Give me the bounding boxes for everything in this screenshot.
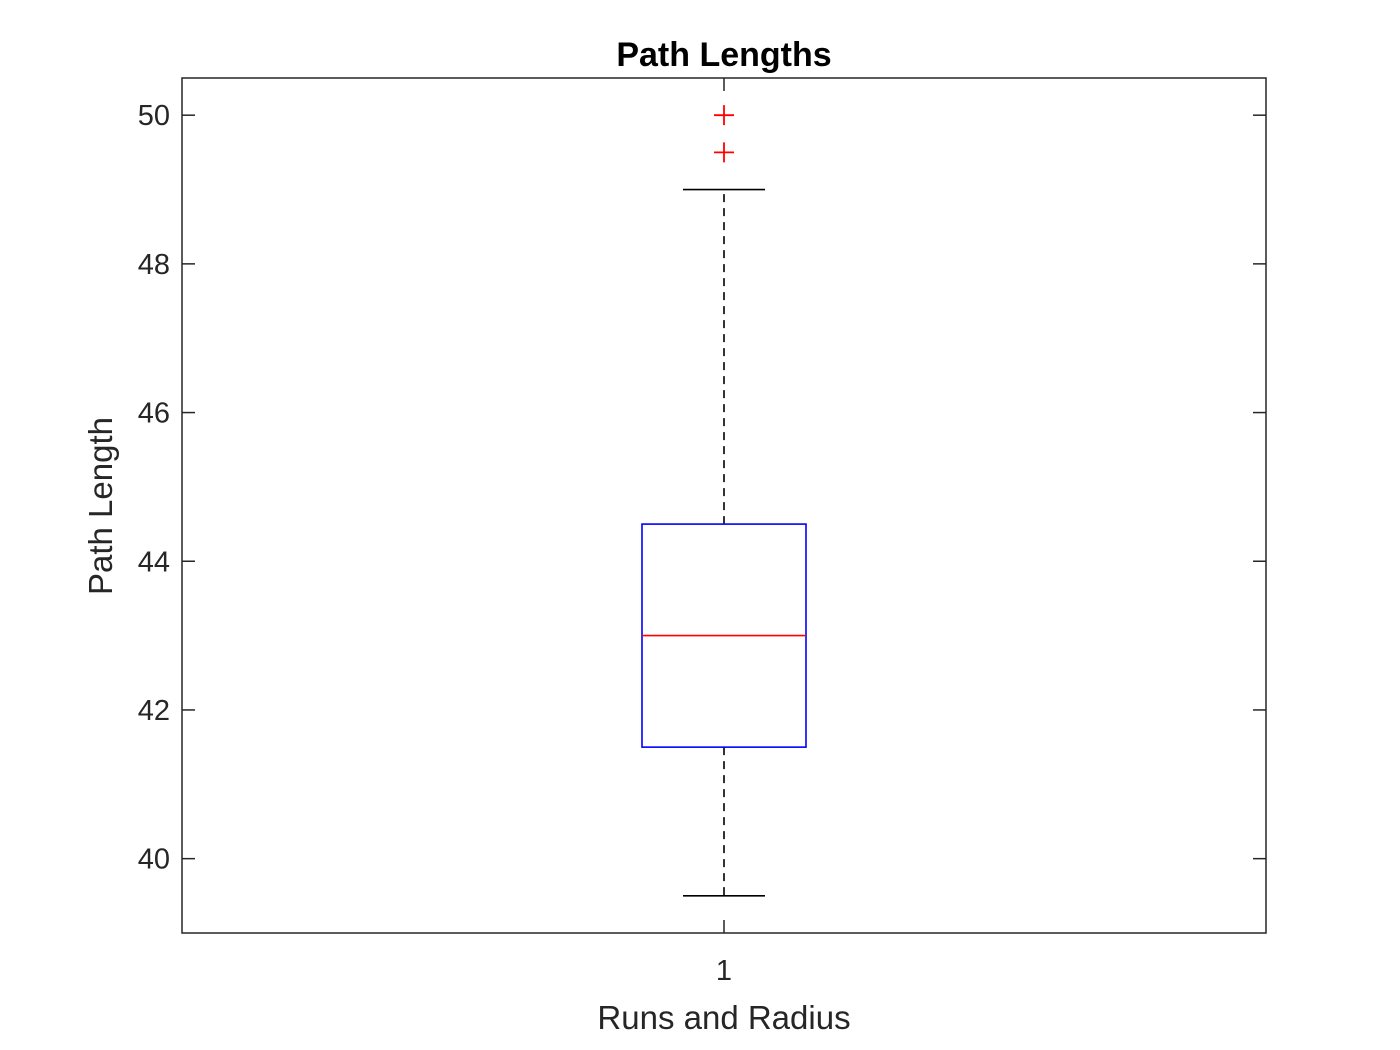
x-axis-ticks: 1 xyxy=(716,78,732,987)
y-tick-label: 44 xyxy=(138,546,170,578)
y-tick-label: 46 xyxy=(138,398,170,430)
x-tick-label: 1 xyxy=(716,955,732,987)
outlier-marker xyxy=(714,105,734,126)
y-axis-label: Path Length xyxy=(82,417,119,595)
y-tick-label: 48 xyxy=(138,249,170,281)
y-tick-label: 40 xyxy=(138,844,170,876)
y-tick-label: 42 xyxy=(138,695,170,727)
y-axis-ticks: 40 42 44 46 48 50 xyxy=(138,100,1266,876)
box-plot-marks xyxy=(641,105,807,897)
chart-title: Path Lengths xyxy=(616,36,831,74)
box-plot-group xyxy=(641,105,807,897)
outlier-marker xyxy=(714,142,734,163)
x-axis-label: Runs and Radius xyxy=(597,999,850,1036)
y-tick-label: 50 xyxy=(138,100,170,132)
